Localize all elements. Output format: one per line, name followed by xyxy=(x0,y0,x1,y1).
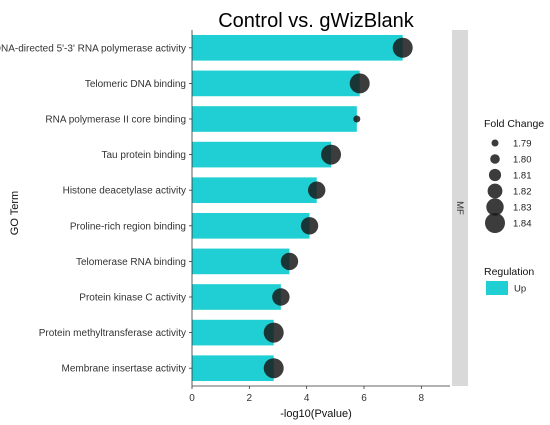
y-tick-label: RNA polymerase II core binding xyxy=(45,115,186,126)
size-legend-label: 1.81 xyxy=(513,171,532,182)
bar xyxy=(192,34,403,61)
fold-change-point xyxy=(392,37,413,58)
y-tick-label: Tau protein binding xyxy=(101,150,186,161)
fold-change-point xyxy=(349,73,370,94)
fold-change-point xyxy=(272,288,290,306)
size-legend-label: 1.79 xyxy=(513,139,532,150)
y-tick-label: Telomeric DNA binding xyxy=(85,79,186,90)
x-tick-label: 6 xyxy=(361,393,367,404)
bar xyxy=(192,355,274,382)
color-legend-key xyxy=(486,281,508,295)
y-tick-label: DNA-directed 5'-3' RNA polymerase activi… xyxy=(0,43,186,54)
fold-change-point xyxy=(280,252,299,271)
bar xyxy=(192,284,281,310)
bar xyxy=(192,212,310,239)
fold-change-point xyxy=(263,358,284,379)
x-axis: 0 2 4 6 8 xyxy=(189,385,450,404)
bars-layer xyxy=(192,34,403,382)
facet-label: MF xyxy=(454,201,465,215)
size-legend-key xyxy=(486,198,504,216)
y-tick-label: Membrane insertase activity xyxy=(62,364,187,375)
facet-strip xyxy=(452,30,468,386)
size-legend: Fold Change 1.79 1.80 1.81 1.82 1.83 1.84 xyxy=(484,118,544,233)
color-legend-title: Regulation xyxy=(484,266,534,278)
x-axis-title: -log10(Pvalue) xyxy=(280,408,352,420)
fold-change-point xyxy=(353,115,361,123)
x-tick-label: 2 xyxy=(247,393,253,404)
y-tick-label: Telomerase RNA binding xyxy=(76,257,186,268)
size-legend-title: Fold Change xyxy=(484,118,544,130)
y-axis: DNA-directed 5'-3' RNA polymerase activi… xyxy=(0,30,193,386)
color-legend-label: Up xyxy=(514,284,526,295)
size-legend-key xyxy=(491,139,499,147)
x-tick-label: 0 xyxy=(189,393,195,404)
size-legend-key xyxy=(488,168,502,182)
fold-change-point xyxy=(300,217,319,235)
bar xyxy=(192,319,274,346)
fold-change-point xyxy=(308,181,326,199)
size-legend-label: 1.83 xyxy=(513,203,532,214)
bar xyxy=(192,248,290,275)
bar xyxy=(192,70,360,97)
bar xyxy=(192,141,332,168)
bar xyxy=(192,106,357,132)
y-tick-label: Protein methyltransferase activity xyxy=(39,328,186,339)
chart-title: Control vs. gWizBlank xyxy=(218,10,415,32)
y-tick-label: Protein kinase C activity xyxy=(79,293,186,304)
size-legend-key xyxy=(487,183,503,199)
size-legend-label: 1.84 xyxy=(513,219,532,230)
y-axis-title: GO Term xyxy=(9,191,21,235)
x-tick-label: 4 xyxy=(304,393,310,404)
color-legend: Regulation Up xyxy=(484,266,534,295)
size-legend-label: 1.82 xyxy=(513,187,532,198)
y-tick-label: Proline-rich region binding xyxy=(70,221,186,232)
size-legend-key xyxy=(490,154,500,164)
size-legend-key xyxy=(485,213,505,233)
points-layer xyxy=(263,37,413,379)
bar xyxy=(192,177,317,204)
x-tick-label: 8 xyxy=(419,393,425,404)
size-legend-label: 1.80 xyxy=(513,155,532,166)
fold-change-point xyxy=(263,322,284,343)
y-tick-label: Histone deacetylase activity xyxy=(63,186,186,197)
fold-change-point xyxy=(321,144,342,165)
